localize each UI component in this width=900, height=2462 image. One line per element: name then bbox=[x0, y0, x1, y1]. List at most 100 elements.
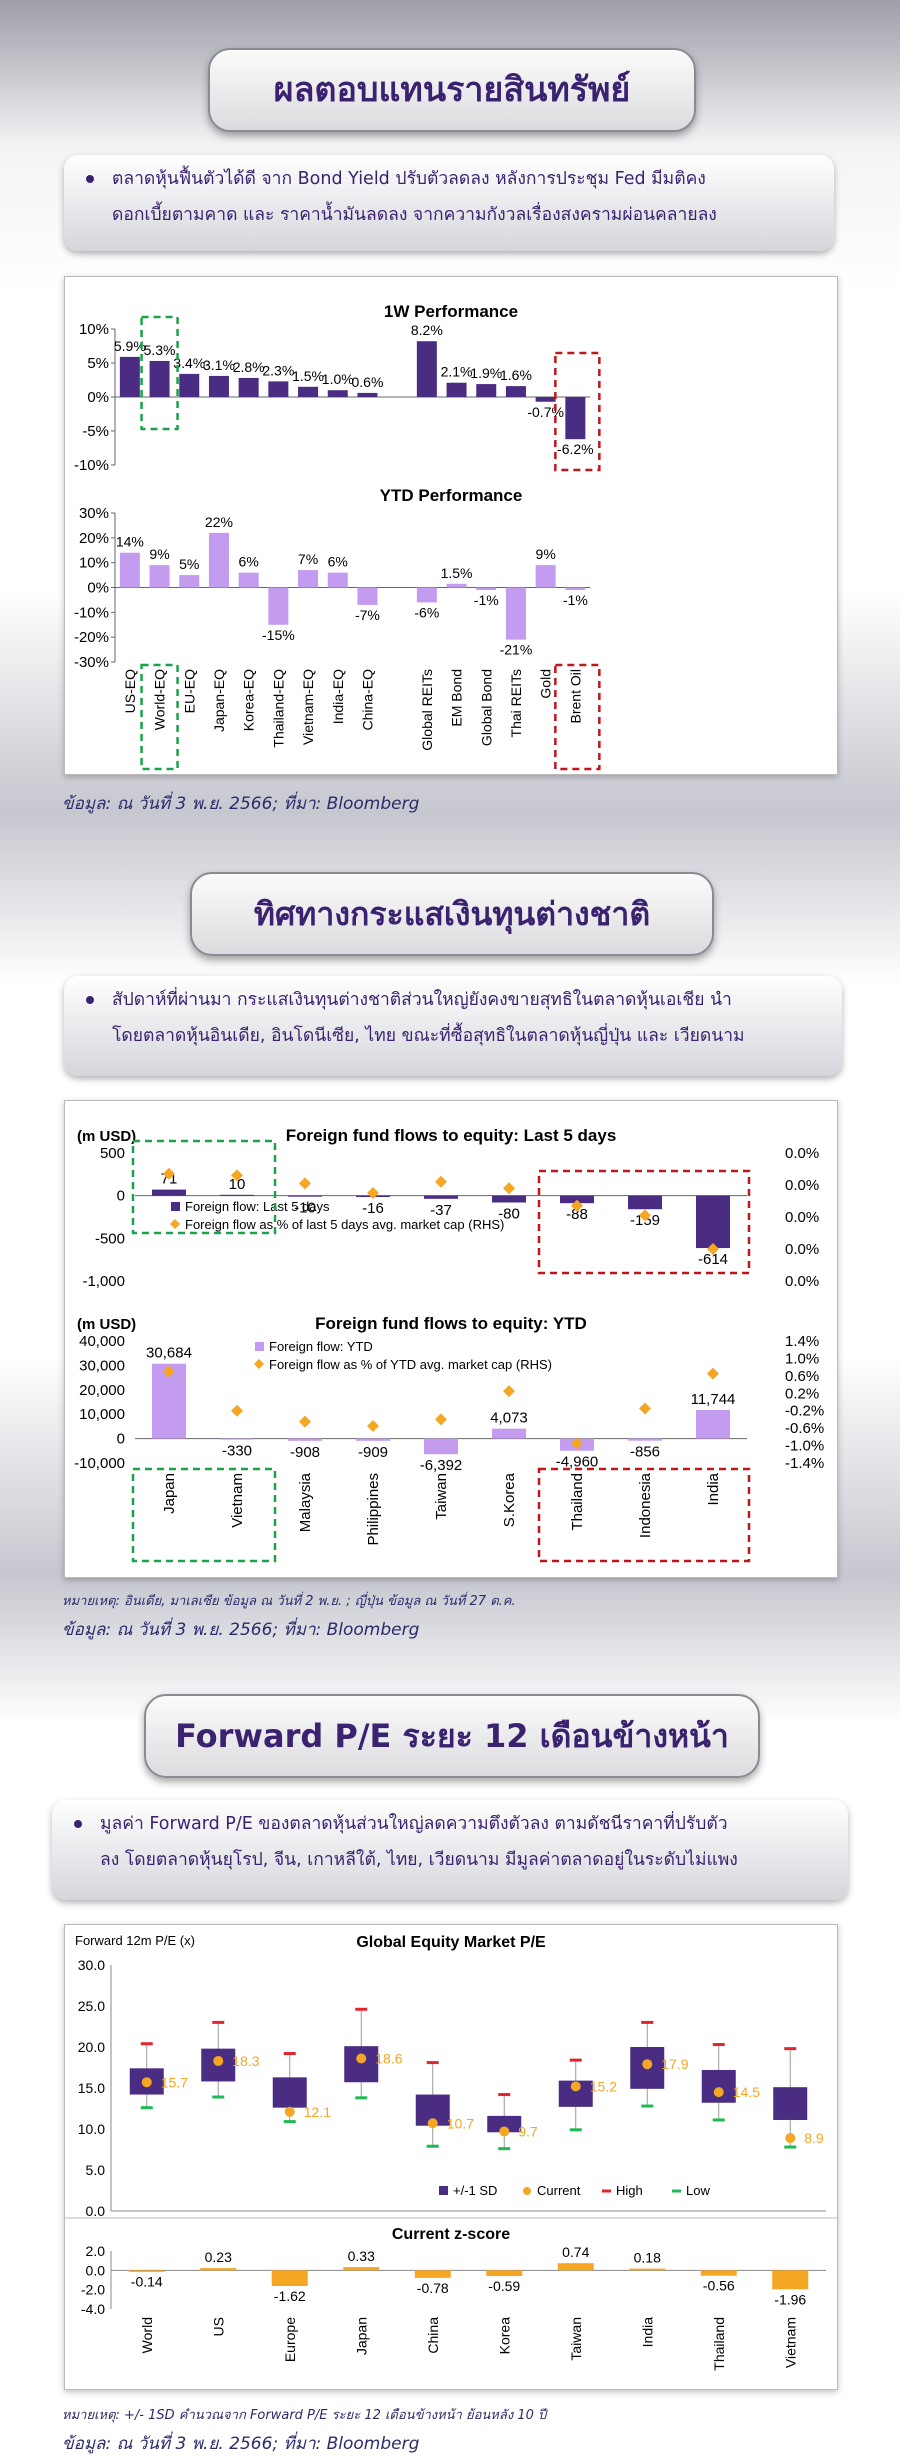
data-label: 2.3% bbox=[262, 362, 294, 378]
bar-perf_1w bbox=[357, 392, 378, 397]
x-category-label: Indonesia bbox=[637, 1472, 654, 1538]
bar-perf_1w bbox=[476, 384, 497, 397]
x-category-label: China bbox=[425, 2317, 441, 2354]
data-label: 1.5% bbox=[441, 565, 473, 581]
chart-title: Current z-score bbox=[392, 2226, 510, 2243]
data-label: 0.23 bbox=[205, 2249, 232, 2265]
current-marker bbox=[141, 2077, 152, 2088]
y2-tick-label: 0.0% bbox=[785, 1209, 819, 1226]
y-tick-label: -5% bbox=[82, 423, 109, 440]
bar-perf_1w bbox=[298, 386, 319, 397]
bar-perf_1w bbox=[446, 382, 467, 397]
y-tick-label: 10% bbox=[79, 321, 109, 338]
bar-perf_ytd bbox=[119, 552, 140, 588]
x-category-label: Brent Oil bbox=[567, 669, 583, 723]
data-label: -0.14 bbox=[131, 2274, 163, 2290]
y2-tick-label: 0.0% bbox=[785, 1145, 819, 1162]
y-tick-label: 15.0 bbox=[78, 2080, 105, 2096]
x-category-label: Global REITs bbox=[419, 669, 435, 751]
y-tick-label: -10,000 bbox=[74, 1455, 125, 1472]
bar-perf_1w bbox=[179, 373, 200, 397]
pct-marker bbox=[503, 1182, 515, 1195]
section2-source: ข้อมูล: ณ วันที่ 3 พ.ย. 2566; ที่มา: Blo… bbox=[62, 1620, 420, 1640]
current-label: 15.7 bbox=[161, 2074, 188, 2090]
y-tick-label: 25.0 bbox=[78, 1998, 105, 2014]
section3-note: หมายเหตุ: +/- 1SD คำนวณจาก Forward P/E ร… bbox=[62, 2408, 547, 2423]
x-category-label: Japan-EQ bbox=[211, 669, 227, 732]
pct-marker bbox=[367, 1419, 379, 1432]
unit-label: (m USD) bbox=[77, 1128, 136, 1145]
zscore-bar bbox=[557, 2263, 594, 2271]
pct-marker bbox=[435, 1175, 447, 1188]
x-category-label: S.Korea bbox=[501, 1472, 518, 1527]
section2-title: ทิศทางกระแสเงินทุนต่างชาติ bbox=[190, 872, 714, 956]
data-label: -4,960 bbox=[556, 1454, 599, 1471]
bar-flows_5d bbox=[288, 1195, 322, 1197]
unit-label: (m USD) bbox=[77, 1316, 136, 1333]
data-label: -15% bbox=[262, 627, 295, 643]
section1-bullet: ตลาดหุ้นฟื้นตัวได้ดี จาก Bond Yield ปรับ… bbox=[64, 155, 834, 251]
current-label: 10.7 bbox=[447, 2115, 474, 2131]
section2-bullet: สัปดาห์ที่ผ่านมา กระแสเงินทุนต่างชาติส่ว… bbox=[64, 976, 842, 1076]
y-tick-label: -30% bbox=[74, 654, 109, 671]
x-category-label: Global Bond bbox=[478, 669, 494, 746]
y-tick-label: 0% bbox=[87, 580, 109, 597]
pct-marker bbox=[503, 1385, 515, 1398]
x-category-label: EM Bond bbox=[449, 669, 465, 727]
data-label: -16 bbox=[362, 1200, 384, 1217]
data-label: 30,684 bbox=[146, 1345, 192, 1362]
zscore-bar bbox=[271, 2270, 308, 2286]
y-tick-label: -500 bbox=[95, 1230, 125, 1247]
data-label: 22% bbox=[205, 514, 233, 530]
bullet-dot-icon bbox=[74, 1820, 82, 1828]
chart-title: 1W Performance bbox=[384, 302, 518, 321]
x-category-label: Gold bbox=[538, 669, 554, 699]
bar-perf_ytd bbox=[535, 565, 556, 588]
bar-perf_ytd bbox=[208, 532, 229, 588]
current-marker bbox=[213, 2055, 224, 2066]
data-label: -21% bbox=[500, 642, 533, 658]
x-category-label: Vietnam-EQ bbox=[300, 669, 316, 745]
y-tick-label: -1,000 bbox=[82, 1273, 125, 1290]
bar-perf_1w bbox=[268, 381, 289, 397]
data-label: -80 bbox=[498, 1205, 520, 1222]
data-label: 9% bbox=[536, 546, 556, 562]
y-tick-label: 0.0 bbox=[86, 2262, 106, 2278]
x-category-label: Taiwan bbox=[568, 2317, 584, 2361]
y-tick-label: 0.0 bbox=[86, 2203, 106, 2219]
legend-swatch-marker bbox=[170, 1219, 180, 1229]
highlight-box-green bbox=[140, 315, 179, 431]
highlight-box-red bbox=[554, 663, 601, 771]
bar-flows_ytd bbox=[424, 1438, 458, 1455]
y-tick-label: 2.0 bbox=[86, 2243, 106, 2259]
bar-flows_5d bbox=[152, 1189, 186, 1196]
y2-tick-label: -1.0% bbox=[785, 1438, 824, 1455]
current-label: 14.5 bbox=[733, 2084, 760, 2100]
legend-label: Foreign flow as % of YTD avg. market cap… bbox=[269, 1357, 552, 1372]
x-category-label: Thailand-EQ bbox=[270, 669, 286, 748]
data-label: 6% bbox=[328, 554, 348, 570]
x-category-label: Vietnam bbox=[782, 2317, 798, 2368]
data-label: -909 bbox=[358, 1444, 388, 1461]
data-label: -330 bbox=[222, 1442, 252, 1459]
data-label: 0.6% bbox=[351, 374, 383, 390]
data-label: -10 bbox=[294, 1200, 316, 1217]
bar-perf_ytd bbox=[268, 587, 289, 625]
bar-perf_1w bbox=[505, 386, 526, 397]
data-label: 9% bbox=[149, 546, 169, 562]
sd-box bbox=[701, 2069, 736, 2103]
data-label: -856 bbox=[630, 1444, 660, 1461]
section1-source: ข้อมูล: ณ วันที่ 3 พ.ย. 2566; ที่มา: Blo… bbox=[62, 794, 420, 814]
data-label: 6% bbox=[239, 554, 259, 570]
x-category-label: Korea-EQ bbox=[241, 669, 257, 731]
section1-title: ผลตอบแทนรายสินทรัพย์ bbox=[208, 48, 696, 132]
bar-perf_ytd bbox=[238, 572, 259, 588]
y2-tick-label: 0.6% bbox=[785, 1368, 819, 1385]
pct-marker bbox=[639, 1209, 651, 1222]
data-label: 2.8% bbox=[233, 359, 265, 375]
pct-marker bbox=[707, 1243, 719, 1255]
bar-flows_5d bbox=[628, 1195, 662, 1210]
data-label: 5% bbox=[179, 556, 199, 572]
y-tick-label: 10,000 bbox=[79, 1406, 125, 1423]
bar-perf_1w bbox=[416, 341, 437, 397]
